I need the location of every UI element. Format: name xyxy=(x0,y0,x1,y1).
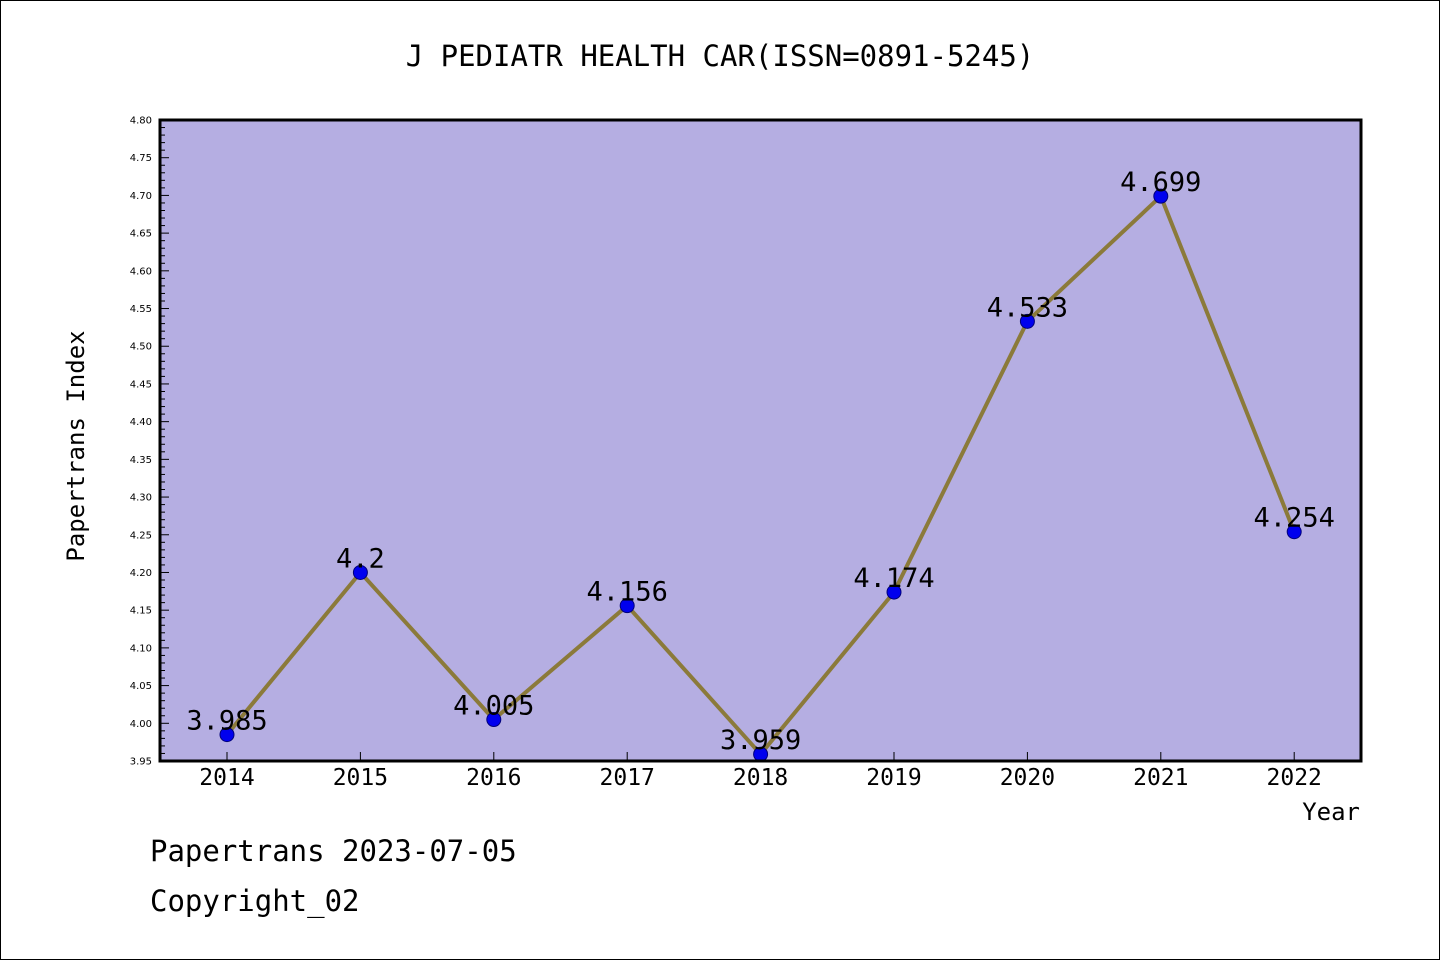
y-tick-label: 4.45 xyxy=(130,379,152,390)
data-label: 4.2 xyxy=(336,543,385,574)
data-label: 4.533 xyxy=(987,292,1068,323)
y-tick-label: 4.10 xyxy=(130,643,152,654)
y-tick-label: 4.60 xyxy=(130,266,152,277)
y-tick-label: 4.00 xyxy=(130,719,152,730)
data-point xyxy=(1153,188,1169,204)
data-label: 3.959 xyxy=(720,725,801,756)
y-tick-label: 4.55 xyxy=(130,304,152,315)
data-label: 4.699 xyxy=(1120,167,1201,198)
x-tick-label: 2016 xyxy=(466,765,521,791)
y-tick-label: 4.65 xyxy=(130,229,152,240)
data-point xyxy=(1019,313,1035,329)
data-point xyxy=(886,584,902,600)
y-tick-label: 4.35 xyxy=(130,455,152,466)
y-tick-label: 4.50 xyxy=(130,342,152,353)
x-tick-label: 2022 xyxy=(1267,765,1322,791)
y-tick-label: 4.80 xyxy=(130,116,152,127)
data-point xyxy=(1286,524,1302,540)
plot-area xyxy=(160,120,1361,761)
data-point xyxy=(352,564,368,580)
data-label: 4.156 xyxy=(587,577,668,608)
y-tick-label: 4.70 xyxy=(130,191,152,202)
footer-copyright-text: Copyright_02 xyxy=(150,884,360,918)
data-label: 4.005 xyxy=(453,691,534,722)
x-axis-label: Year xyxy=(1302,798,1360,826)
x-tick-label: 2020 xyxy=(1000,765,1055,791)
data-label: 4.254 xyxy=(1254,503,1335,534)
y-tick-label: 4.75 xyxy=(130,153,152,164)
y-tick-label: 4.30 xyxy=(130,493,152,504)
x-tick-label: 2021 xyxy=(1133,765,1188,791)
x-tick-label: 2017 xyxy=(600,765,655,791)
x-tick-label: 2018 xyxy=(733,765,788,791)
data-label: 3.985 xyxy=(186,706,267,737)
x-tick-label: 2015 xyxy=(333,765,388,791)
chart-title: J PEDIATR HEALTH CAR(ISSN=0891-5245) xyxy=(406,39,1035,73)
y-tick-label: 4.20 xyxy=(130,568,152,579)
data-point xyxy=(219,727,235,743)
data-point xyxy=(486,712,502,728)
x-tick-label: 2019 xyxy=(866,765,921,791)
y-tick-label: 4.05 xyxy=(130,681,152,692)
y-tick-label: 4.25 xyxy=(130,530,152,541)
data-point xyxy=(619,598,635,614)
y-tick-label: 4.40 xyxy=(130,417,152,428)
data-label: 4.174 xyxy=(853,563,934,594)
y-axis-label: Papertrans Index xyxy=(62,330,90,561)
plot-frame xyxy=(158,118,1363,763)
y-tick-label: 3.95 xyxy=(130,757,152,768)
x-tick-label: 2014 xyxy=(199,765,254,791)
y-tick-label: 4.15 xyxy=(130,606,152,617)
footer-date-text: Papertrans 2023-07-05 xyxy=(150,834,517,868)
